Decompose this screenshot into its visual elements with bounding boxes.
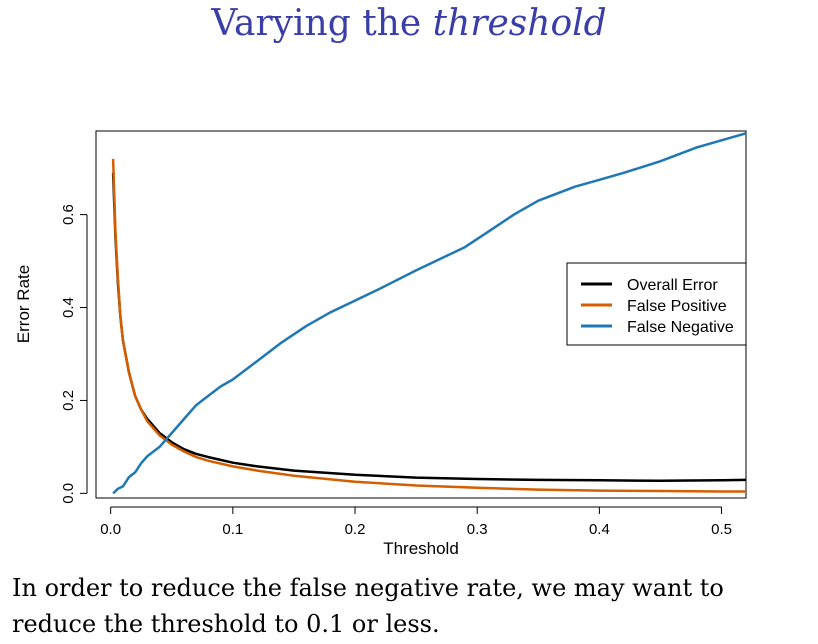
y-tick-label: 0.2 <box>60 390 77 411</box>
caption-line-2: reduce the threshold to 0.1 or less. <box>12 610 440 638</box>
caption-line-1: In order to reduce the false negative ra… <box>12 574 724 602</box>
slide-title-plain: Varying the <box>211 3 422 44</box>
x-axis-label: Threshold <box>383 539 459 558</box>
y-axis-label: Error Rate <box>14 265 33 343</box>
series-line-false-negative <box>112 132 747 495</box>
x-tick-label: 0.0 <box>100 521 121 538</box>
legend: Overall Error False Positive False Negat… <box>566 262 747 346</box>
series-lines <box>111 132 747 495</box>
slide-title-italic: threshold <box>432 3 607 44</box>
x-tick-label: 0.1 <box>222 521 243 538</box>
y-axis: 0.0 0.2 0.4 0.6 <box>60 204 88 504</box>
legend-label-false-positive: False Positive <box>627 298 727 315</box>
series-line-false-positive <box>111 158 746 493</box>
error-rate-chart: 0.0 0.1 0.2 0.3 0.4 0.5 0.0 0.2 0.4 0.6 Threshol… <box>14 130 747 558</box>
y-tick-label: 0.4 <box>60 297 77 318</box>
y-tick-label: 0.6 <box>60 204 77 225</box>
legend-label-overall-error: Overall Error <box>627 277 718 294</box>
slide-title: Varying the threshold <box>0 2 818 46</box>
legend-label-false-negative: False Negative <box>627 319 734 336</box>
slide-caption: In order to reduce the false negative ra… <box>12 570 812 642</box>
y-tick-label: 0.0 <box>60 483 77 504</box>
x-tick-label: 0.4 <box>589 521 610 538</box>
x-tick-label: 0.5 <box>711 521 732 538</box>
x-tick-label: 0.3 <box>467 521 488 538</box>
x-tick-label: 0.2 <box>345 521 366 538</box>
x-axis: 0.0 0.1 0.2 0.3 0.4 0.5 <box>100 506 732 538</box>
